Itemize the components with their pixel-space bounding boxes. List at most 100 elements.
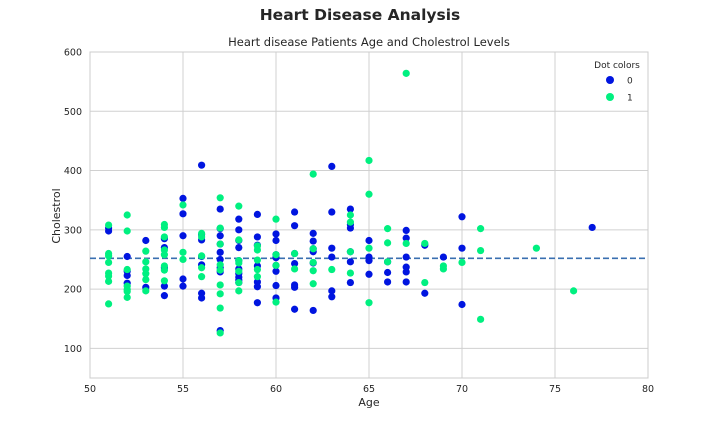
- data-point-series-0: [309, 229, 317, 237]
- data-point-series-1: [160, 223, 168, 232]
- data-point-series-1: [309, 258, 317, 267]
- legend-label-1: 1: [627, 94, 633, 104]
- legend: Dot colors 0 1: [587, 54, 645, 108]
- data-point-series-1: [160, 251, 168, 259]
- data-point-series-1: [365, 156, 373, 165]
- data-point-series-0: [179, 210, 187, 218]
- data-point-series-0: [179, 275, 187, 283]
- figure-title: Heart Disease Analysis: [259, 6, 461, 24]
- data-point-series-1: [179, 201, 187, 209]
- data-point-series-1: [253, 273, 261, 281]
- data-point-series-1: [105, 258, 113, 267]
- x-axis-label: Age: [358, 396, 380, 409]
- data-point-series-0: [179, 282, 187, 290]
- data-point-series-1: [123, 293, 131, 301]
- data-point-series-1: [235, 287, 243, 295]
- data-point-series-1: [421, 239, 429, 248]
- data-point-series-1: [346, 218, 354, 226]
- data-point-series-0: [439, 253, 447, 261]
- data-point-series-1: [198, 233, 206, 241]
- x-tick-label: 70: [456, 384, 468, 395]
- plot-frame: [89, 51, 649, 379]
- data-point-series-0: [458, 213, 466, 221]
- data-point-series-0: [272, 230, 280, 238]
- data-point-series-1: [216, 290, 224, 298]
- data-point-series-0: [402, 234, 410, 242]
- data-point-series-1: [216, 240, 224, 248]
- data-point-series-0: [328, 162, 336, 170]
- data-point-series-0: [142, 236, 150, 245]
- y-tick-label: 500: [64, 107, 82, 118]
- data-point-series-1: [235, 278, 243, 287]
- data-point-series-1: [532, 244, 541, 252]
- data-point-series-1: [142, 247, 150, 255]
- data-point-series-1: [309, 267, 317, 275]
- y-tick-label: 300: [64, 225, 82, 236]
- data-point-series-1: [458, 258, 466, 267]
- data-point-series-0: [272, 281, 280, 290]
- data-point-series-0: [402, 268, 410, 276]
- data-point-series-1: [160, 233, 168, 241]
- data-point-series-0: [309, 237, 317, 245]
- data-point-series-0: [365, 270, 373, 278]
- data-point-series-1: [216, 329, 224, 337]
- data-point-series-0: [291, 260, 299, 268]
- x-tick-label: 65: [363, 384, 375, 395]
- data-point-series-1: [291, 249, 299, 258]
- data-point-series-1: [179, 255, 187, 264]
- data-point-series-1: [309, 245, 317, 253]
- data-point-series-0: [235, 226, 243, 234]
- data-point-series-1: [142, 287, 150, 295]
- data-point-series-1: [384, 225, 392, 233]
- data-point-series-0: [421, 289, 429, 297]
- data-point-series-1: [421, 278, 429, 287]
- data-point-series-1: [216, 281, 224, 289]
- grid-lines: [89, 51, 649, 378]
- data-point-series-1: [105, 300, 113, 308]
- y-tick-label: 600: [64, 48, 82, 59]
- data-point-series-0: [253, 299, 261, 307]
- data-point-series-1: [216, 194, 224, 202]
- data-point-series-1: [309, 170, 317, 178]
- data-point-series-1: [477, 315, 485, 323]
- legend-marker-1: [606, 93, 614, 101]
- y-tick-label: 400: [64, 166, 82, 177]
- y-tick-label: 100: [64, 344, 82, 355]
- data-point-series-1: [253, 256, 261, 264]
- data-point-series-0: [253, 283, 261, 291]
- data-point-series-1: [346, 248, 354, 256]
- data-point-series-1: [198, 264, 206, 272]
- y-tick-label: 200: [64, 285, 82, 296]
- legend-marker-0: [606, 76, 614, 84]
- data-point-series-1: [272, 298, 280, 306]
- data-point-series-1: [365, 299, 373, 307]
- data-point-series-0: [272, 236, 280, 245]
- data-point-series-1: [142, 276, 150, 284]
- data-point-series-0: [216, 248, 224, 256]
- data-point-series-1: [142, 258, 150, 266]
- data-point-series-0: [216, 255, 224, 264]
- x-tick-label: 50: [84, 384, 96, 395]
- data-point-series-1: [346, 211, 354, 219]
- data-point-series-0: [216, 232, 224, 240]
- data-point-series-1: [384, 239, 392, 247]
- data-point-series-0: [198, 161, 206, 169]
- data-point-series-1: [346, 269, 354, 277]
- data-point-series-1: [402, 239, 410, 248]
- data-point-series-1: [272, 261, 280, 269]
- data-point-series-0: [384, 268, 392, 277]
- data-point-series-1: [365, 190, 373, 198]
- data-point-series-0: [123, 252, 131, 261]
- data-points: [105, 69, 596, 337]
- data-point-series-0: [235, 244, 243, 252]
- data-point-series-1: [365, 244, 373, 252]
- data-point-series-0: [291, 222, 299, 230]
- data-point-series-1: [216, 261, 224, 269]
- data-point-series-0: [291, 305, 299, 313]
- data-point-series-0: [328, 253, 336, 261]
- data-point-series-1: [123, 211, 131, 219]
- data-point-series-1: [160, 277, 168, 285]
- data-point-series-1: [477, 246, 485, 255]
- data-point-series-1: [198, 252, 206, 260]
- data-point-series-1: [235, 202, 243, 210]
